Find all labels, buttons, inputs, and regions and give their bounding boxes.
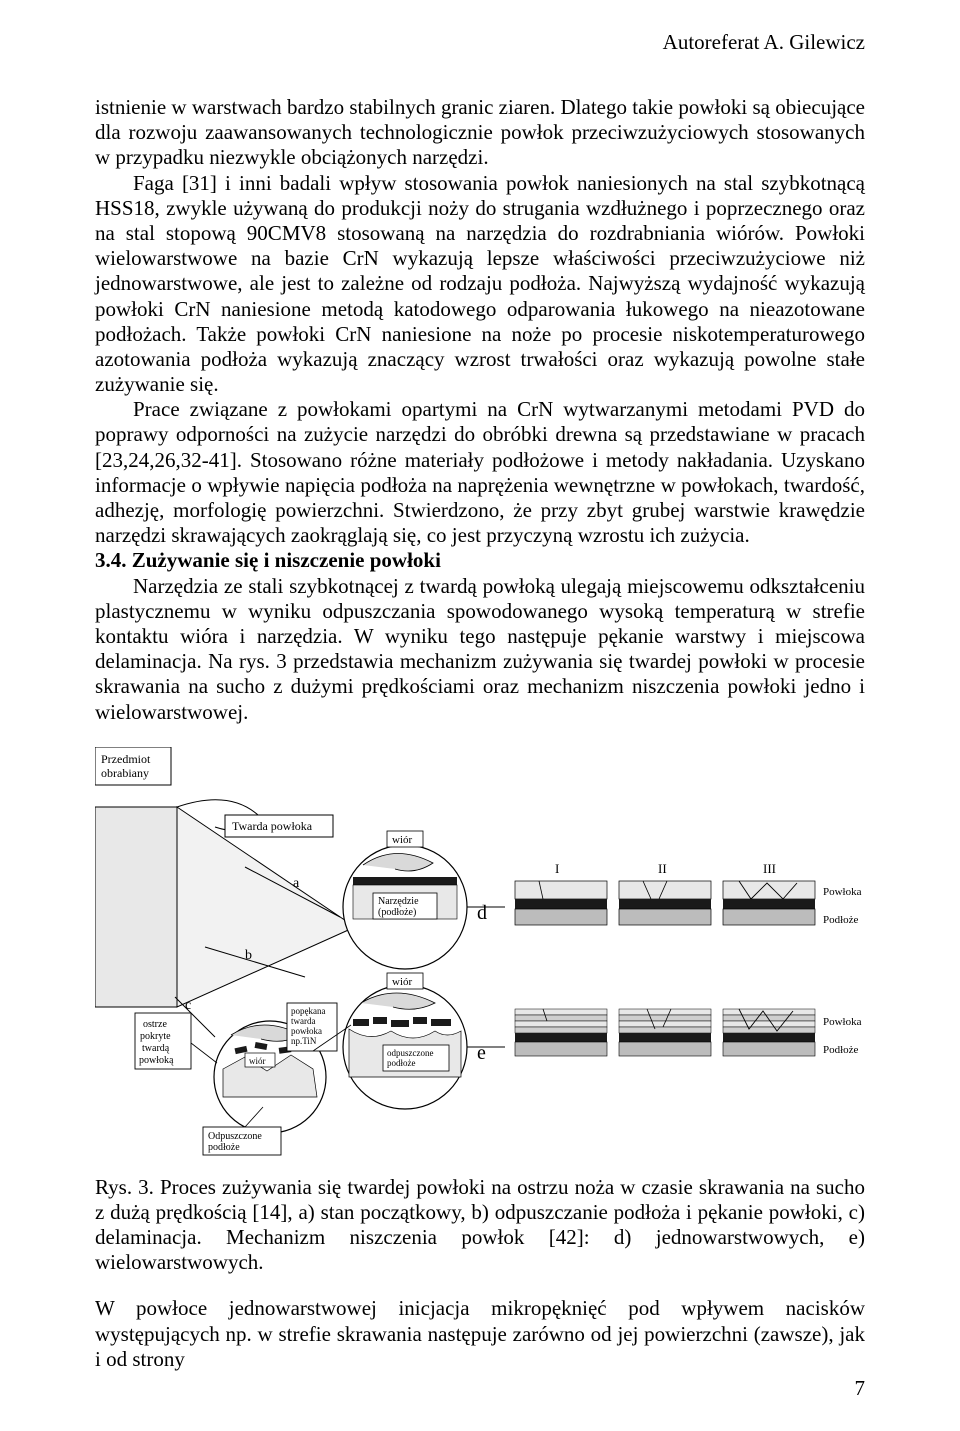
- panel-e: Powłoka Podłoże: [515, 1009, 862, 1056]
- label-b: b: [245, 948, 252, 963]
- label-wior-top: wiór: [392, 834, 413, 846]
- label-d: d: [477, 902, 487, 924]
- label-odpuszczone-btm-1: Odpuszczone: [208, 1131, 262, 1142]
- page-number: 7: [855, 1376, 866, 1401]
- header-author: Autoreferat A. Gilewicz: [95, 30, 865, 55]
- svg-text:podłoże: podłoże: [387, 1058, 416, 1068]
- section-heading: 3.4. Zużywanie się i niszczenie powłoki: [95, 548, 865, 573]
- paragraph-after-caption: W powłoce jednowarstwowej inicjacja mikr…: [95, 1296, 865, 1372]
- label-popekana-1: popękana: [291, 1006, 325, 1016]
- figure-svg: Przedmiot obrabiany a b c Twarda powłoka: [95, 747, 865, 1157]
- panel-d: I II III Powłoka: [515, 861, 862, 926]
- label-twarda-powloka: Twarda powłoka: [232, 819, 313, 833]
- label-I: I: [555, 861, 559, 876]
- label-powloka-e: Powłoka: [823, 1016, 862, 1028]
- label-e: e: [477, 1042, 486, 1064]
- label-podloze-d: Podłoże: [823, 914, 859, 926]
- svg-text:obrabiany: obrabiany: [101, 766, 149, 780]
- paragraph-4: Narzędzia ze stali szybkotnącej z twardą…: [95, 574, 865, 725]
- label-II: II: [658, 861, 667, 876]
- svg-text:powłoką: powłoką: [139, 1055, 174, 1066]
- label-podloze-e: Podłoże: [823, 1044, 859, 1056]
- label-powloka-d: Powłoka: [823, 886, 862, 898]
- label-odpuszczone-mid-1: odpuszczone: [387, 1048, 433, 1058]
- paragraph-3: Prace związane z powłokami opartymi na C…: [95, 397, 865, 548]
- label-III: III: [763, 861, 776, 876]
- svg-text:twardą: twardą: [142, 1043, 170, 1054]
- label-wior-small: wiór: [249, 1056, 266, 1066]
- paragraph-1: istnienie w warstwach bardzo stabilnych …: [95, 95, 865, 171]
- label-c: c: [185, 998, 191, 1013]
- label-ostrze-1: ostrze: [143, 1019, 167, 1030]
- label-narzedzie-1: Narzędzie: [378, 896, 419, 907]
- label-a: a: [293, 876, 300, 891]
- paragraph-2: Faga [31] i inni badali wpływ stosowania…: [95, 171, 865, 398]
- svg-text:(podłoże): (podłoże): [378, 907, 416, 918]
- label-wior-mid: wiór: [392, 976, 413, 988]
- body-text: istnienie w warstwach bardzo stabilnych …: [95, 95, 865, 725]
- svg-text:twarda: twarda: [291, 1016, 316, 1026]
- svg-text:podłoże: podłoże: [208, 1142, 240, 1153]
- svg-text:np.TiN: np.TiN: [291, 1036, 317, 1046]
- label-przedmiot: Przedmiot: [101, 752, 151, 766]
- svg-text:pokryte: pokryte: [140, 1031, 171, 1042]
- figure-caption: Rys. 3. Proces zużywania się twardej pow…: [95, 1175, 865, 1276]
- svg-text:powłoka: powłoka: [291, 1026, 322, 1036]
- figure-3: Przedmiot obrabiany a b c Twarda powłoka: [95, 747, 865, 1157]
